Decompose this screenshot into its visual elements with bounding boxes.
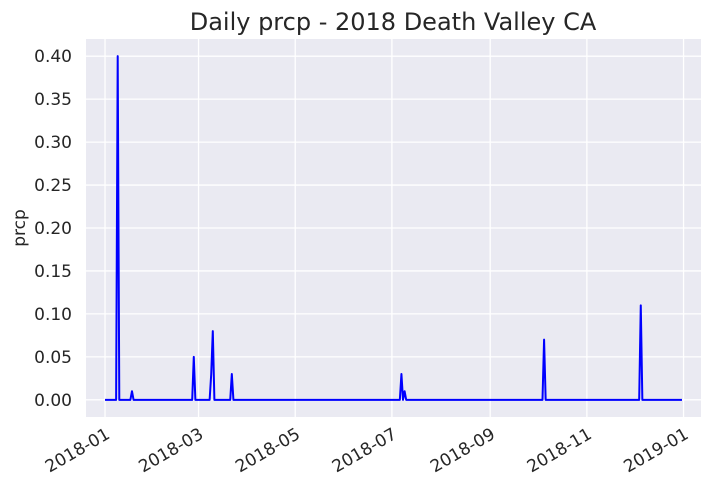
y-tick-label: 0.20 [34, 219, 72, 239]
x-tick-label: 2018-09 [427, 424, 499, 477]
y-tick-label: 0.30 [34, 133, 72, 153]
y-tick-label: 0.00 [34, 391, 72, 411]
series-layer [105, 55, 682, 401]
x-tick-label: 2018-07 [329, 424, 401, 477]
grid [86, 39, 701, 417]
x-tick-label: 2018-11 [524, 424, 596, 477]
y-tick-label: 0.40 [34, 47, 72, 67]
x-tick-labels: 2018-01 2018-03 2018-05 2018-07 2018-09 2018-… [42, 424, 692, 477]
x-tick-label: 2018-01 [42, 424, 114, 477]
y-tick-label: 0.15 [34, 262, 72, 282]
chart-title: Daily prcp - 2018 Death Valley CA [190, 8, 597, 36]
y-tick-label: 0.35 [34, 90, 72, 110]
y-tick-label: 0.10 [34, 305, 72, 325]
series-line [105, 55, 682, 401]
y-tick-label: 0.05 [34, 348, 72, 368]
y-tick-label: 0.25 [34, 176, 72, 196]
y-axis-label: prcp [10, 209, 30, 247]
x-tick-label: 2018-05 [232, 424, 304, 477]
y-tick-labels: 0.00 0.05 0.10 0.15 0.20 0.25 0.30 0.35 0.40 [34, 47, 72, 411]
x-tick-label: 2019-01 [621, 424, 693, 477]
x-tick-label: 2018-03 [136, 424, 208, 477]
